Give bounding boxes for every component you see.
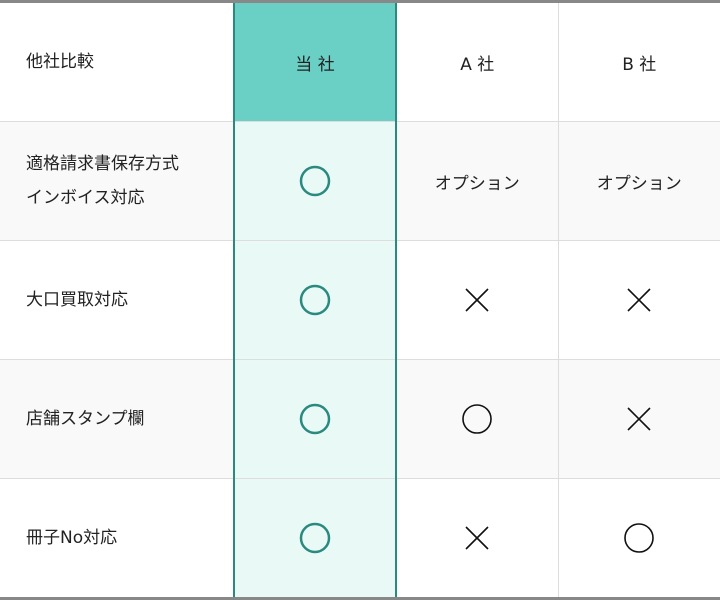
row-label-line: インボイス対応 (26, 188, 145, 208)
row-label: 冊子No対応 (0, 479, 234, 599)
circle-icon (299, 403, 331, 435)
circle-icon (299, 165, 331, 197)
cross-icon (465, 288, 489, 312)
header-company-b: B 社 (557, 1, 720, 122)
cell-a (395, 478, 558, 599)
table-row: 冊子No対応 (0, 478, 720, 599)
cell-a: オプション (395, 121, 558, 241)
cell-b (557, 478, 720, 599)
cross-icon (627, 407, 651, 431)
circle-icon (299, 284, 331, 316)
header-row: 他社比較 当 社 A 社 B 社 (0, 1, 720, 122)
row-label: 店舗スタンプ欄 (0, 359, 234, 479)
table-row: 大口買取対応 (0, 240, 720, 360)
cell-b (557, 240, 720, 360)
row-label: 大口買取対応 (0, 240, 234, 360)
cell-a (395, 359, 558, 479)
cell-ours (233, 121, 397, 241)
table-row: 店舗スタンプ欄 (0, 359, 720, 479)
table-row: 適格請求書保存方式 インボイス対応 オプション オプション (0, 121, 720, 241)
header-company-a: A 社 (395, 1, 558, 122)
header-ours: 当 社 (233, 1, 397, 122)
header-label: 他社比較 (0, 1, 234, 122)
circle-icon (462, 404, 493, 434)
row-label-line: 大口買取対応 (26, 290, 128, 310)
cell-b: オプション (557, 121, 720, 241)
row-label-line: 適格請求書保存方式 (26, 154, 179, 174)
cross-icon (465, 526, 489, 550)
circle-icon (299, 522, 331, 554)
cross-icon (627, 288, 651, 312)
cell-ours (233, 478, 397, 599)
row-label: 適格請求書保存方式 インボイス対応 (0, 121, 234, 241)
row-label-line: 店舗スタンプ欄 (26, 409, 145, 429)
cell-b (557, 359, 720, 479)
row-label-line: 冊子No対応 (26, 528, 118, 548)
cell-ours (233, 240, 397, 360)
cell-a (395, 240, 558, 360)
circle-icon (624, 523, 655, 553)
cell-ours (233, 359, 397, 479)
